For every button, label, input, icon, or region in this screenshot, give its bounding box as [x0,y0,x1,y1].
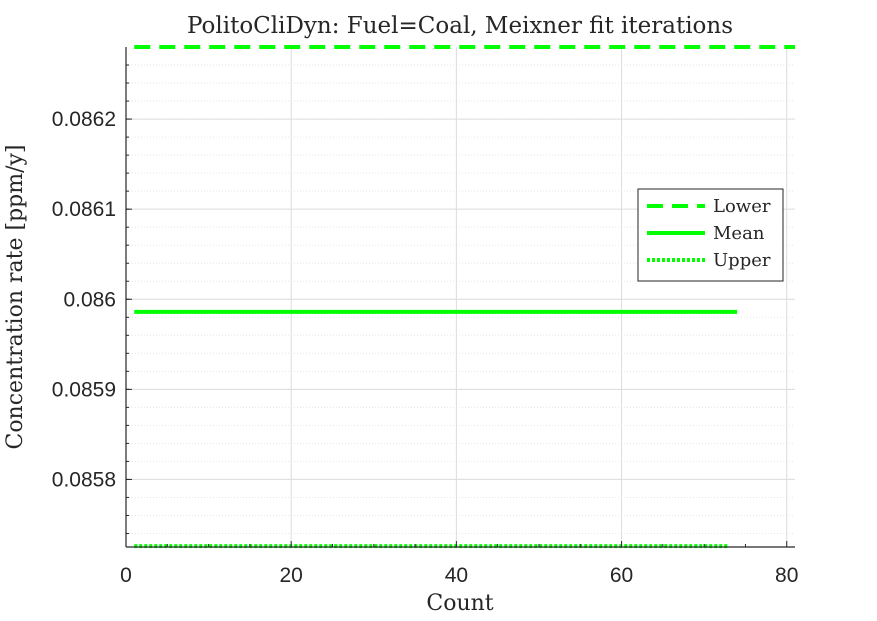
y-axis-label: Concentration rate [ppm/y] [3,144,28,449]
legend: Lower Mean Upper [637,188,784,282]
y-tick-label: 0.0862 [52,108,116,131]
chart-title: PolitoCliDyn: Fuel=Coal, Meixner fit ite… [187,13,733,39]
legend-label-lower: Lower [713,196,771,217]
series-group [134,45,795,549]
x-tick-label: 80 [775,564,798,587]
plot-area [126,47,795,547]
x-axis-label: Count [426,591,493,616]
y-tick-label: 0.0858 [52,468,116,491]
x-tick-label: 0 [120,564,132,587]
legend-label-upper: Upper [713,250,771,271]
y-tick-label: 0.0859 [52,378,116,401]
legend-label-mean: Mean [713,223,765,244]
y-tick-label: 0.0861 [52,198,116,221]
axes [125,47,795,548]
grid [126,47,795,547]
x-tick-label: 20 [280,564,303,587]
ticks: 0 20 40 60 80 0.0858 0.0859 0.086 0.0861 0.0862 [52,64,798,587]
y-tick-label: 0.086 [63,288,116,311]
x-tick-label: 60 [610,564,633,587]
x-tick-label: 40 [445,564,468,587]
